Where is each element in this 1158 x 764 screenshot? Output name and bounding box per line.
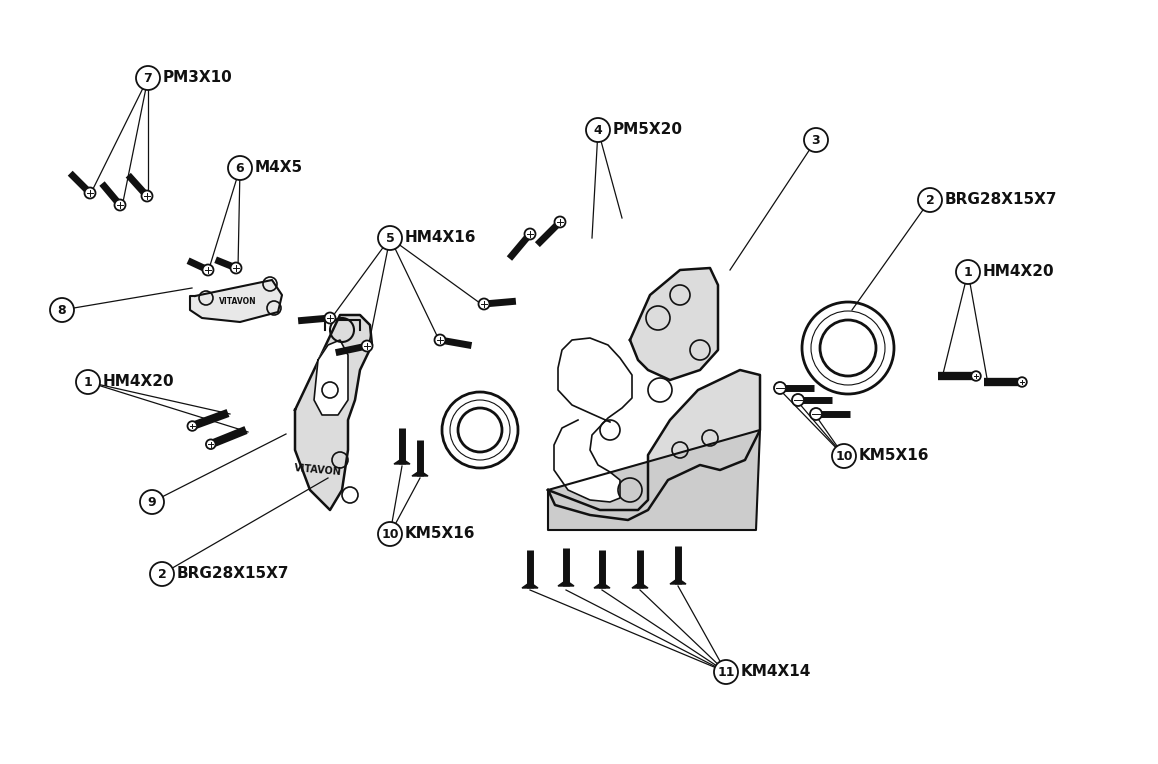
Circle shape xyxy=(228,156,252,180)
Polygon shape xyxy=(548,370,760,520)
Text: 5: 5 xyxy=(386,231,395,244)
Text: 10: 10 xyxy=(835,449,852,462)
Text: HM4X20: HM4X20 xyxy=(103,374,175,390)
Polygon shape xyxy=(670,578,686,584)
Circle shape xyxy=(140,490,164,514)
Text: 1: 1 xyxy=(83,375,93,389)
Polygon shape xyxy=(630,268,718,380)
Circle shape xyxy=(206,439,215,449)
Polygon shape xyxy=(412,471,428,476)
Circle shape xyxy=(478,299,490,309)
Text: M4X5: M4X5 xyxy=(255,160,303,176)
Circle shape xyxy=(378,226,402,250)
Circle shape xyxy=(434,335,446,345)
Circle shape xyxy=(525,228,535,239)
Circle shape xyxy=(1017,377,1027,387)
Text: 2: 2 xyxy=(157,568,167,581)
Text: BRG28X15X7: BRG28X15X7 xyxy=(177,566,290,581)
Text: PM5X20: PM5X20 xyxy=(613,122,683,138)
Text: 2: 2 xyxy=(925,193,935,206)
Polygon shape xyxy=(558,581,574,586)
Text: HM4X16: HM4X16 xyxy=(405,231,476,245)
Circle shape xyxy=(918,188,941,212)
Text: 4: 4 xyxy=(594,124,602,137)
Polygon shape xyxy=(594,582,610,588)
Polygon shape xyxy=(554,338,632,502)
Circle shape xyxy=(115,199,125,211)
Text: 8: 8 xyxy=(58,303,66,316)
Circle shape xyxy=(804,128,828,152)
Circle shape xyxy=(135,66,160,90)
Circle shape xyxy=(141,190,153,202)
Polygon shape xyxy=(522,582,538,588)
Text: 3: 3 xyxy=(812,134,820,147)
Text: 6: 6 xyxy=(236,161,244,174)
Circle shape xyxy=(76,370,100,394)
Circle shape xyxy=(188,421,197,431)
Circle shape xyxy=(774,382,786,394)
Text: PM3X10: PM3X10 xyxy=(163,70,233,86)
Circle shape xyxy=(361,341,373,351)
Polygon shape xyxy=(632,582,648,588)
Text: KM4X14: KM4X14 xyxy=(741,665,812,679)
Polygon shape xyxy=(548,430,760,530)
Circle shape xyxy=(203,264,213,276)
Text: KM5X16: KM5X16 xyxy=(405,526,476,542)
Text: BRG28X15X7: BRG28X15X7 xyxy=(945,193,1057,208)
Circle shape xyxy=(714,660,738,684)
Text: VITAVON: VITAVON xyxy=(219,297,257,306)
Text: 9: 9 xyxy=(148,496,156,509)
Text: 11: 11 xyxy=(717,665,734,678)
Circle shape xyxy=(324,312,336,323)
Polygon shape xyxy=(295,315,372,510)
Circle shape xyxy=(957,260,980,284)
Circle shape xyxy=(792,394,804,406)
Circle shape xyxy=(151,562,174,586)
Text: 10: 10 xyxy=(381,527,398,540)
Text: 1: 1 xyxy=(963,266,973,279)
Text: KM5X16: KM5X16 xyxy=(859,448,930,464)
Circle shape xyxy=(50,298,74,322)
Text: VITAVON: VITAVON xyxy=(294,463,342,477)
Circle shape xyxy=(809,408,822,420)
Polygon shape xyxy=(394,458,410,464)
Circle shape xyxy=(378,522,402,546)
Text: 7: 7 xyxy=(144,72,153,85)
Circle shape xyxy=(586,118,610,142)
Circle shape xyxy=(85,187,95,199)
Circle shape xyxy=(831,444,856,468)
Text: HM4X20: HM4X20 xyxy=(983,264,1055,280)
Circle shape xyxy=(555,216,565,228)
Polygon shape xyxy=(190,280,283,322)
Circle shape xyxy=(972,371,981,380)
Circle shape xyxy=(230,263,242,274)
Polygon shape xyxy=(314,340,349,415)
